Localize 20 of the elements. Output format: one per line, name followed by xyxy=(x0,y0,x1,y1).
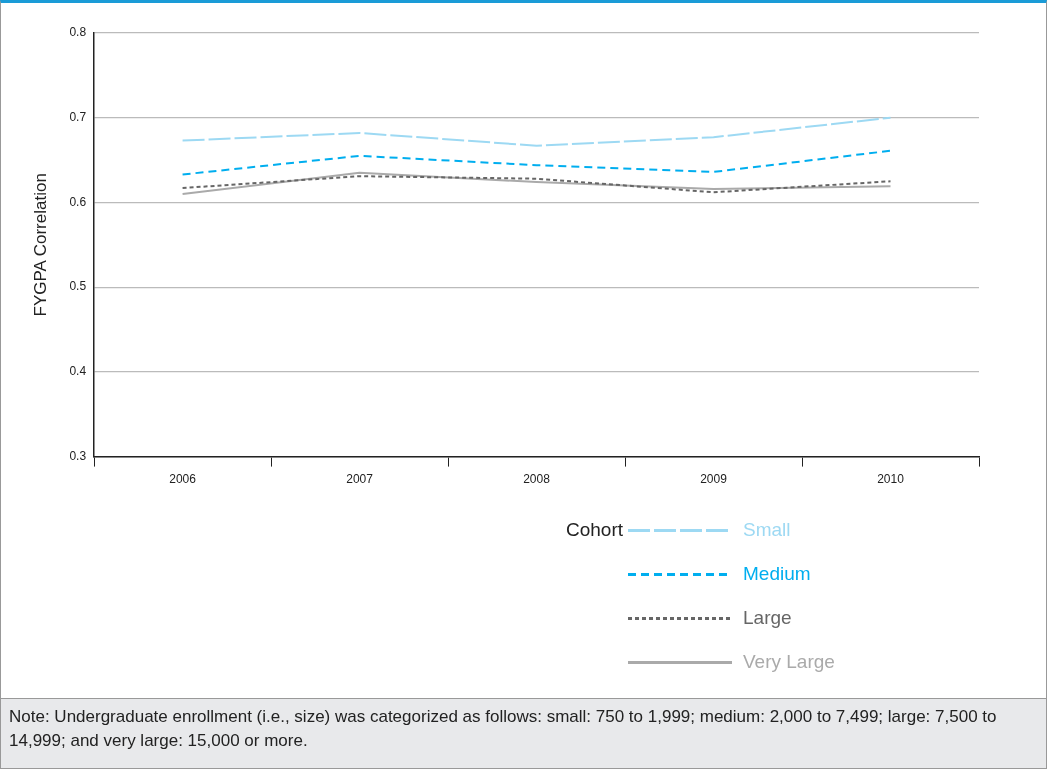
y-tick-label: 0.6 xyxy=(69,194,87,209)
text: Very Large xyxy=(743,651,835,673)
text: Large xyxy=(743,607,792,629)
y-tick-label: 0.7 xyxy=(69,110,87,125)
y-axis-title: FYGPA Correlation xyxy=(30,173,50,317)
legend-title: Cohort xyxy=(566,518,625,542)
x-tick-label: 2008 xyxy=(523,472,551,487)
line-series xyxy=(181,149,892,176)
line-series xyxy=(181,116,892,147)
text: Note: Undergraduate enrollment (i.e., size) was categorized as follows: small: 750 to 1,999; medium: 2,000 to 7,499; large: 7,500 to 14,999; and very large: 15,000 or more. xyxy=(1,698,1046,768)
y-tick-label: 0.8 xyxy=(69,25,87,40)
y-tick-label: 0.5 xyxy=(69,279,87,294)
x-tick-label: 2006 xyxy=(169,472,197,487)
text: Medium xyxy=(743,563,811,585)
y-tick-label: 0.4 xyxy=(69,364,87,379)
x-tick-label: 2010 xyxy=(877,472,905,487)
y-tick-label: 0.3 xyxy=(69,448,87,463)
text: Small xyxy=(743,519,791,541)
x-tick-label: 2007 xyxy=(346,472,374,487)
x-tick-label: 2009 xyxy=(700,472,728,487)
